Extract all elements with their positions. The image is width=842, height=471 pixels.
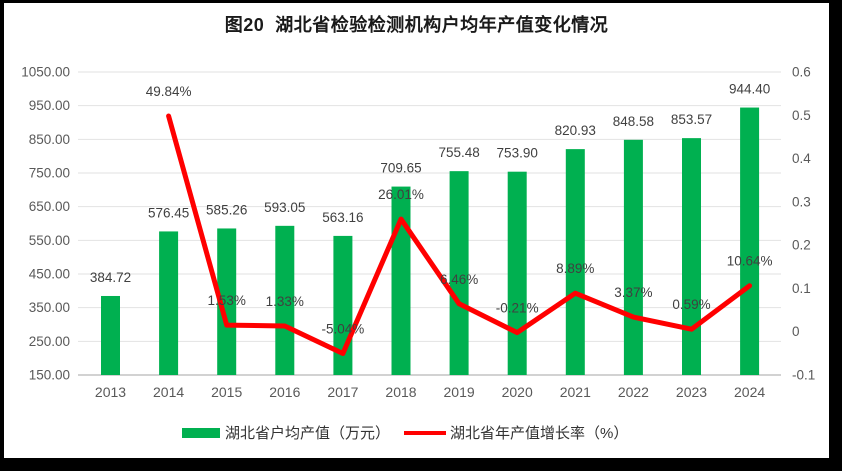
legend-item-line-series: 湖北省年产值增长率（%）	[390, 422, 628, 443]
left-axis-tick: 650.00	[29, 199, 70, 214]
left-axis-tick: 750.00	[29, 166, 70, 181]
bar-2014	[159, 231, 179, 375]
legend-item-bar-series: 湖北省户均产值（万元）	[182, 422, 390, 443]
growth-label-2014: 49.84%	[146, 84, 192, 99]
bar-value-label-2020: 753.90	[497, 146, 538, 161]
x-axis-label-2021: 2021	[560, 384, 591, 400]
growth-label-2024: 10.64%	[727, 254, 773, 269]
right-axis-tick: 0.5	[792, 108, 811, 123]
bar-2024	[740, 107, 760, 375]
bar-value-label-2017: 563.16	[322, 210, 363, 225]
right-axis-tick: 0.6	[792, 65, 811, 80]
chart-title: 图20 湖北省检验检测机构户均年产值变化情况	[224, 15, 609, 35]
bar-2023	[682, 138, 701, 375]
bar-value-label-2013: 384.72	[90, 270, 131, 285]
bar-value-label-2014: 576.45	[148, 205, 189, 220]
bar-value-label-2023: 853.57	[671, 112, 712, 127]
x-axis-label-2016: 2016	[269, 384, 300, 400]
x-axis-label-2023: 2023	[676, 384, 707, 400]
bar-value-label-2022: 848.58	[613, 114, 654, 129]
bar-2013	[101, 295, 120, 375]
growth-rate-line	[166, 113, 753, 356]
bar-2018	[391, 186, 411, 375]
bar-2016	[275, 225, 295, 375]
bar-2019	[449, 171, 469, 375]
bar-2022	[623, 139, 643, 375]
x-axis-label-2022: 2022	[618, 384, 649, 400]
legend-bar-swatch-icon	[182, 427, 220, 438]
x-axis-label-2014: 2014	[153, 384, 184, 400]
growth-label-2015: 1.53%	[208, 293, 246, 308]
right-axis-tick: 0.1	[792, 281, 811, 296]
left-axis-tick: 450.00	[29, 267, 70, 282]
left-axis-tick: 850.00	[29, 132, 70, 147]
growth-label-2018: 26.01%	[378, 187, 424, 202]
growth-label-2019: 6.46%	[440, 272, 478, 287]
growth-label-2023: 0.59%	[672, 297, 710, 312]
right-axis-tick: 0.3	[792, 194, 811, 209]
bar-value-label-2024: 944.40	[729, 82, 770, 97]
right-axis-tick: 0.4	[792, 151, 811, 166]
legend-bar-label: 湖北省户均产值（万元）	[225, 425, 391, 442]
growth-label-2022: 3.37%	[614, 285, 652, 300]
bar-2021	[565, 149, 585, 375]
growth-label-2021: 8.89%	[556, 261, 594, 276]
bar-value-label-2015: 585.26	[206, 202, 247, 217]
growth-label-2020: -0.21%	[496, 301, 539, 316]
left-axis-tick: 550.00	[29, 233, 70, 248]
bar-value-label-2019: 755.48	[438, 145, 479, 160]
x-axis-label-2018: 2018	[385, 384, 416, 400]
x-axis-label-2019: 2019	[444, 384, 475, 400]
left-axis-tick: 250.00	[29, 334, 70, 349]
x-axis-label-2013: 2013	[95, 384, 126, 400]
bar-2015	[217, 228, 237, 375]
growth-label-2016: 1.33%	[266, 294, 304, 309]
bar-value-label-2021: 820.93	[555, 123, 596, 138]
left-axis-tick: 1050.00	[21, 65, 70, 80]
bar-value-label-2018: 709.65	[380, 161, 421, 176]
x-axis-label-2015: 2015	[211, 384, 242, 400]
left-axis-tick: 150.00	[29, 368, 70, 383]
chart-legend: 湖北省户均产值（万元） 湖北省年产值增长率（%）	[182, 422, 628, 443]
right-axis-tick: 0	[792, 324, 800, 339]
x-axis-label-2024: 2024	[734, 384, 765, 400]
chart-canvas: 1050.00 950.00 850.00 750.00 650.00 550.00 450…	[21, 65, 815, 401]
growth-label-2017: -5.04%	[322, 322, 365, 337]
legend-line-swatch-icon	[404, 430, 447, 435]
bar-2020	[507, 171, 527, 375]
bar-value-label-2016: 593.05	[264, 200, 305, 215]
x-axis-label-2017: 2017	[327, 384, 358, 400]
legend-line-label: 湖北省年产值增长率（%）	[450, 425, 629, 442]
right-axis-tick: -0.1	[792, 368, 815, 383]
left-axis-tick: 950.00	[29, 98, 70, 113]
x-axis-label-2020: 2020	[502, 384, 533, 400]
left-axis-tick: 350.00	[29, 300, 70, 315]
right-axis-tick: 0.2	[792, 238, 811, 253]
